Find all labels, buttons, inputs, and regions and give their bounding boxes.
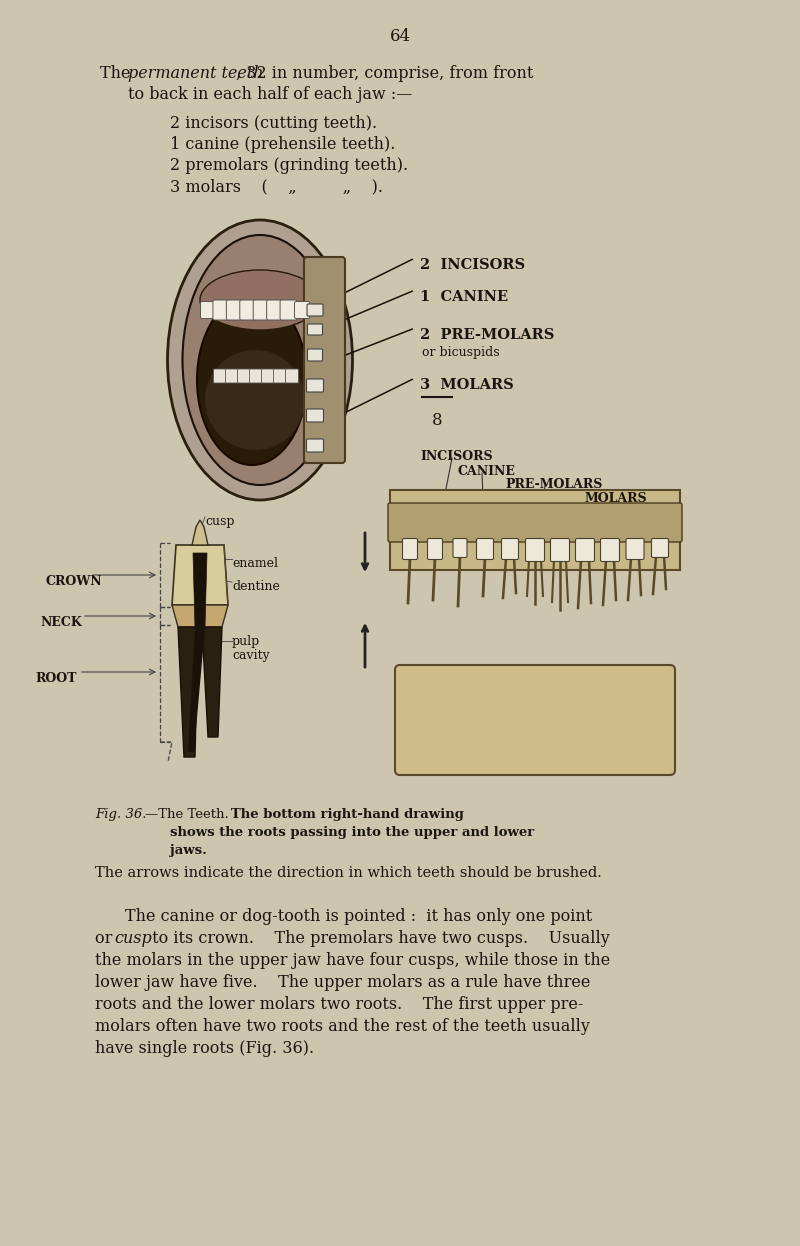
Ellipse shape bbox=[200, 270, 320, 330]
Text: The arrows indicate the direction in which teeth should be brushed.: The arrows indicate the direction in whi… bbox=[95, 866, 602, 880]
FancyBboxPatch shape bbox=[306, 379, 323, 392]
Text: 2  PRE-MOLARS: 2 PRE-MOLARS bbox=[420, 328, 554, 341]
FancyBboxPatch shape bbox=[307, 324, 322, 335]
FancyBboxPatch shape bbox=[266, 300, 284, 320]
Text: The bottom right-hand drawing: The bottom right-hand drawing bbox=[217, 807, 464, 821]
Ellipse shape bbox=[182, 235, 338, 485]
FancyBboxPatch shape bbox=[304, 257, 345, 464]
FancyBboxPatch shape bbox=[651, 538, 669, 557]
FancyBboxPatch shape bbox=[306, 439, 323, 452]
Text: cusp: cusp bbox=[114, 930, 152, 947]
Text: 1  CANINE: 1 CANINE bbox=[420, 290, 508, 304]
FancyBboxPatch shape bbox=[238, 369, 250, 383]
Ellipse shape bbox=[205, 350, 305, 450]
FancyBboxPatch shape bbox=[294, 302, 310, 319]
FancyBboxPatch shape bbox=[286, 369, 298, 383]
Text: —The Teeth.: —The Teeth. bbox=[145, 807, 229, 821]
Text: PRE-MOLARS: PRE-MOLARS bbox=[505, 478, 602, 491]
Text: lower jaw have five.    The upper molars as a rule have three: lower jaw have five. The upper molars as… bbox=[95, 974, 590, 991]
Text: have single roots (Fig. 36).: have single roots (Fig. 36). bbox=[95, 1040, 314, 1057]
FancyBboxPatch shape bbox=[201, 302, 215, 319]
Text: MOLARS: MOLARS bbox=[585, 492, 648, 505]
Text: cusp: cusp bbox=[205, 515, 234, 528]
Text: enamel: enamel bbox=[232, 557, 278, 569]
FancyBboxPatch shape bbox=[453, 538, 467, 557]
FancyBboxPatch shape bbox=[550, 538, 570, 562]
Text: Fig. 36.: Fig. 36. bbox=[95, 807, 146, 821]
FancyBboxPatch shape bbox=[262, 369, 274, 383]
Text: or bicuspids: or bicuspids bbox=[422, 346, 500, 359]
Text: 2 incisors (cutting teeth).: 2 incisors (cutting teeth). bbox=[170, 115, 377, 132]
FancyBboxPatch shape bbox=[402, 538, 418, 559]
Text: the molars in the upper jaw have four cusps, while those in the: the molars in the upper jaw have four cu… bbox=[95, 952, 610, 969]
Text: 8: 8 bbox=[432, 412, 442, 429]
FancyBboxPatch shape bbox=[575, 538, 594, 562]
FancyBboxPatch shape bbox=[214, 369, 226, 383]
FancyBboxPatch shape bbox=[226, 369, 238, 383]
Polygon shape bbox=[202, 627, 222, 736]
FancyBboxPatch shape bbox=[306, 409, 323, 422]
FancyBboxPatch shape bbox=[388, 503, 682, 542]
FancyBboxPatch shape bbox=[427, 538, 442, 559]
FancyBboxPatch shape bbox=[254, 300, 270, 320]
FancyBboxPatch shape bbox=[213, 300, 230, 320]
Text: roots and the lower molars two roots.    The first upper pre-: roots and the lower molars two roots. Th… bbox=[95, 996, 583, 1013]
Polygon shape bbox=[172, 545, 228, 606]
Text: 64: 64 bbox=[390, 27, 410, 45]
Text: CANINE: CANINE bbox=[458, 465, 516, 478]
FancyBboxPatch shape bbox=[240, 300, 257, 320]
FancyBboxPatch shape bbox=[307, 349, 322, 361]
FancyBboxPatch shape bbox=[601, 538, 619, 562]
FancyBboxPatch shape bbox=[626, 538, 644, 559]
Text: 2  INCISORS: 2 INCISORS bbox=[420, 258, 525, 272]
Text: 1 canine (prehensile teeth).: 1 canine (prehensile teeth). bbox=[170, 136, 395, 153]
Text: cavity: cavity bbox=[232, 649, 270, 662]
Ellipse shape bbox=[167, 221, 353, 500]
Text: to back in each half of each jaw :—: to back in each half of each jaw :— bbox=[128, 86, 412, 103]
Text: 2 premolars (grinding teeth).: 2 premolars (grinding teeth). bbox=[170, 157, 408, 174]
Ellipse shape bbox=[197, 295, 307, 465]
FancyBboxPatch shape bbox=[526, 538, 545, 562]
Text: shows the roots passing into the upper and lower: shows the roots passing into the upper a… bbox=[170, 826, 534, 839]
Polygon shape bbox=[188, 627, 205, 753]
Text: ROOT: ROOT bbox=[35, 672, 76, 685]
FancyBboxPatch shape bbox=[502, 538, 518, 559]
FancyBboxPatch shape bbox=[390, 490, 680, 569]
FancyBboxPatch shape bbox=[250, 369, 262, 383]
FancyBboxPatch shape bbox=[395, 665, 675, 775]
Text: to its crown.    The premolars have two cusps.    Usually: to its crown. The premolars have two cus… bbox=[147, 930, 610, 947]
Text: The: The bbox=[100, 65, 136, 82]
Polygon shape bbox=[178, 627, 198, 758]
Text: INCISORS: INCISORS bbox=[420, 450, 493, 464]
Text: CROWN: CROWN bbox=[45, 574, 102, 588]
FancyBboxPatch shape bbox=[274, 369, 286, 383]
Text: The canine or dog-tooth is pointed :  it has only one point: The canine or dog-tooth is pointed : it … bbox=[125, 908, 592, 925]
Text: or: or bbox=[95, 930, 118, 947]
FancyBboxPatch shape bbox=[226, 300, 243, 320]
Text: molars often have two roots and the rest of the teeth usually: molars often have two roots and the rest… bbox=[95, 1018, 590, 1035]
FancyBboxPatch shape bbox=[280, 300, 297, 320]
Polygon shape bbox=[192, 520, 208, 545]
Text: permanent teeth: permanent teeth bbox=[128, 65, 263, 82]
Polygon shape bbox=[172, 606, 228, 627]
Text: 3 molars    (    „         „    ).: 3 molars ( „ „ ). bbox=[170, 178, 383, 196]
Text: , 32 in number, comprise, from front: , 32 in number, comprise, from front bbox=[236, 65, 534, 82]
Text: pulp: pulp bbox=[232, 635, 260, 648]
Text: 3  MOLARS: 3 MOLARS bbox=[420, 378, 514, 392]
Text: NECK: NECK bbox=[40, 616, 82, 629]
Polygon shape bbox=[193, 553, 207, 627]
FancyBboxPatch shape bbox=[307, 304, 323, 316]
Text: jaws.: jaws. bbox=[170, 844, 207, 857]
FancyBboxPatch shape bbox=[477, 538, 494, 559]
Text: dentine: dentine bbox=[232, 579, 280, 593]
